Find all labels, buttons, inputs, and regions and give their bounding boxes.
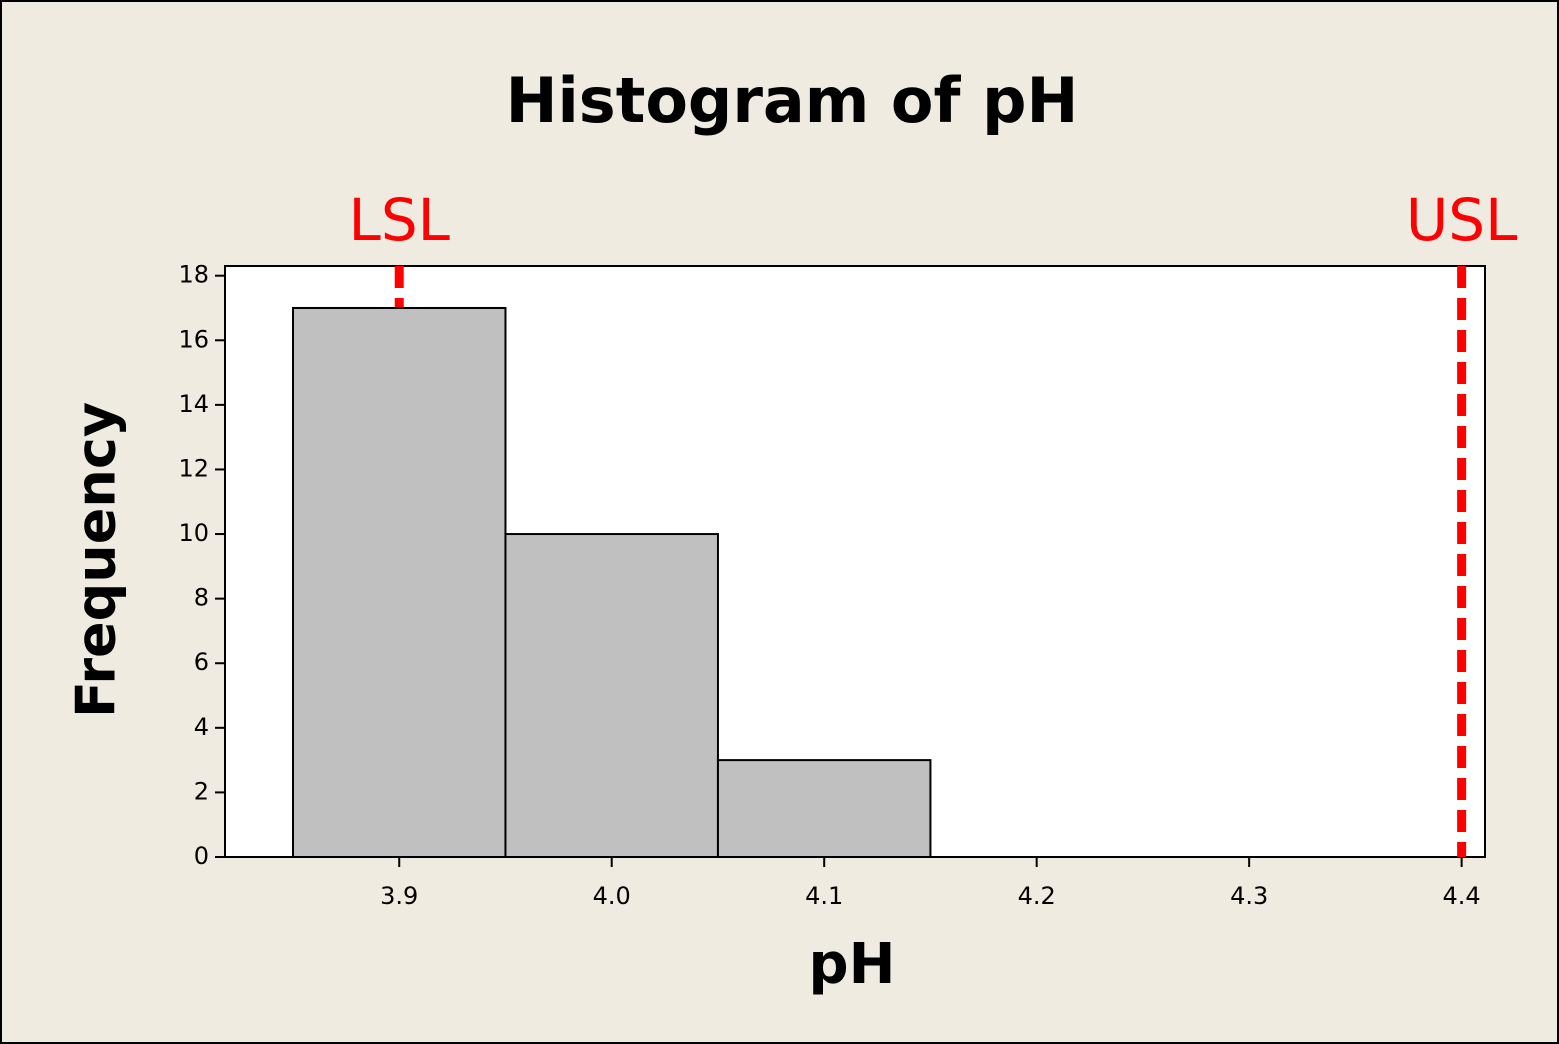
x-tick-label: 4.4	[1443, 882, 1481, 910]
x-tick-label: 4.0	[593, 882, 631, 910]
y-tick-label: 8	[194, 584, 209, 612]
y-axis-label: Frequency	[65, 402, 128, 718]
y-tick-label: 6	[194, 648, 209, 676]
spec-limit-label: USL	[1406, 186, 1518, 254]
spec-limit-label: LSL	[349, 186, 450, 254]
y-tick-label: 2	[194, 777, 209, 805]
x-tick-label: 3.9	[380, 882, 418, 910]
y-tick-label: 14	[178, 390, 209, 418]
y-tick-label: 4	[194, 713, 209, 741]
chart-title: Histogram of pH	[506, 64, 1079, 137]
x-tick-label: 4.2	[1018, 882, 1056, 910]
y-tick-label: 12	[178, 454, 209, 482]
bar	[504, 533, 719, 858]
y-tick-label: 18	[178, 261, 209, 289]
bar	[291, 306, 507, 859]
bar	[716, 759, 932, 858]
y-tick-label: 16	[178, 325, 209, 353]
x-tick-label: 4.1	[805, 882, 843, 910]
y-tick-label: 0	[194, 842, 209, 870]
x-tick-label: 4.3	[1230, 882, 1268, 910]
y-tick-label: 10	[178, 519, 209, 547]
x-axis-label: pH	[809, 932, 896, 997]
